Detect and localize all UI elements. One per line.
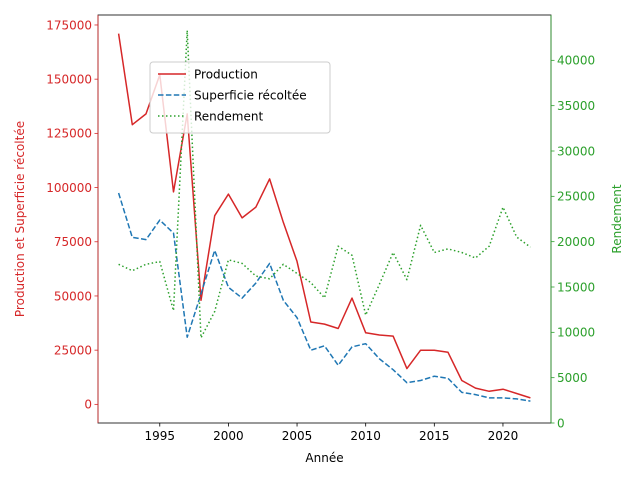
right-y-tick-label: 5000 bbox=[557, 371, 588, 385]
series-line-rendement bbox=[118, 29, 531, 339]
right-y-axis-ticks: 0 5000 10000 15000 20000 25000 30000 35000 40000 bbox=[551, 54, 595, 430]
legend-label: Rendement bbox=[194, 109, 263, 123]
left-y-tick-label: 175000 bbox=[46, 18, 92, 32]
left-y-axis-label: Production et Superficie récoltée bbox=[13, 121, 27, 317]
x-tick-label: 2020 bbox=[488, 429, 519, 443]
right-y-axis-label: Rendement bbox=[610, 184, 624, 253]
left-y-tick-label: 125000 bbox=[46, 127, 92, 141]
left-y-tick-label: 0 bbox=[84, 398, 92, 412]
right-y-tick-label: 40000 bbox=[557, 54, 595, 68]
legend: Production Superficie récoltée Rendement bbox=[149, 61, 331, 134]
right-y-tick-label: 30000 bbox=[557, 144, 595, 158]
left-y-tick-label: 150000 bbox=[46, 72, 92, 86]
series-line-superficie-r-colt-e bbox=[117, 192, 531, 402]
left-y-tick-label: 50000 bbox=[54, 289, 92, 303]
x-tick-label: 2015 bbox=[419, 429, 450, 443]
x-tick-label: 2000 bbox=[213, 429, 244, 443]
right-y-tick-label: 25000 bbox=[557, 190, 595, 204]
legend-box bbox=[149, 61, 331, 134]
x-tick-label: 2005 bbox=[282, 429, 313, 443]
x-tick-label: 1995 bbox=[144, 429, 175, 443]
legend-label: Production bbox=[194, 67, 258, 81]
left-y-axis-ticks: 0 25000 50000 75000 100000 125000 150000 175000 bbox=[46, 18, 98, 412]
x-axis-label: Année bbox=[305, 451, 343, 465]
left-y-tick-label: 25000 bbox=[54, 343, 92, 357]
x-tick-label: 2010 bbox=[350, 429, 381, 443]
legend-items: Production Superficie récoltée Rendement bbox=[158, 67, 307, 123]
right-y-tick-label: 20000 bbox=[557, 235, 595, 249]
right-y-tick-label: 35000 bbox=[557, 99, 595, 113]
left-y-tick-label: 100000 bbox=[46, 181, 92, 195]
left-y-tick-label: 75000 bbox=[54, 235, 92, 249]
right-y-tick-label: 10000 bbox=[557, 326, 595, 340]
legend-label: Superficie récoltée bbox=[194, 88, 307, 102]
right-y-tick-label: 0 bbox=[557, 416, 565, 430]
x-axis-ticks: 1995 2000 2005 2010 2015 2020 bbox=[144, 423, 518, 443]
right-y-tick-label: 15000 bbox=[557, 280, 595, 294]
